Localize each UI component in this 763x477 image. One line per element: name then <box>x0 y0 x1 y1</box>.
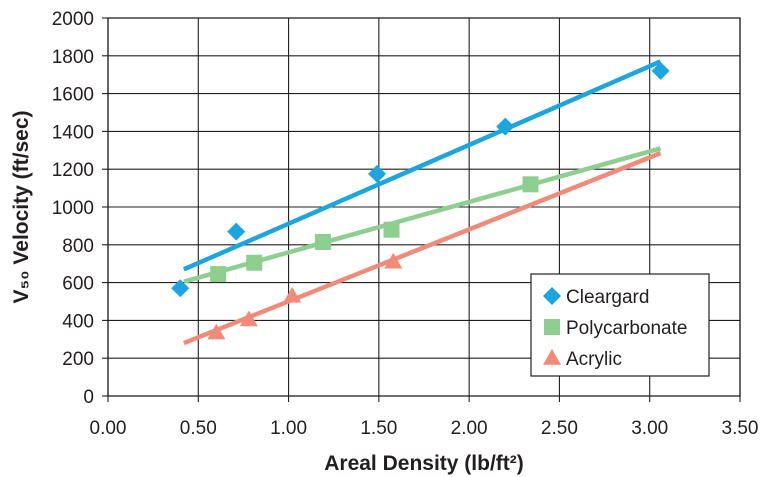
polycarbonate-point <box>246 254 263 271</box>
x-tick-labels: 0.00 0.50 1.00 1.50 2.00 2.50 3.00 3.50 <box>90 418 759 439</box>
y-axis-title: V₅₀ Velocity (ft/sec) <box>10 111 33 304</box>
y-tick-label: 800 <box>62 236 94 257</box>
cleargard-point <box>368 164 387 183</box>
x-tick-label: 1.00 <box>270 418 307 439</box>
y-tick-label: 600 <box>62 274 94 295</box>
y-tick-label: 1800 <box>52 47 94 68</box>
x-axis-title: Areal Density (lb/ft²) <box>324 452 524 475</box>
legend: Cleargard Polycarbonate Acrylic <box>530 273 710 377</box>
y-tick-label: 1000 <box>52 198 94 219</box>
acrylic-trendline <box>183 151 662 346</box>
x-tick-label: 2.00 <box>451 418 488 439</box>
x-axis-title-text: Areal Density (lb/ft²) <box>324 452 524 475</box>
polycarbonate-point <box>522 176 539 193</box>
plot-area <box>107 17 741 397</box>
polycarbonate-point <box>210 266 227 283</box>
legend-marker-polycarbonate <box>544 319 560 335</box>
y-tick-label: 0 <box>83 387 94 408</box>
y-tick-label: 1200 <box>52 160 94 181</box>
y-tick-label: 400 <box>62 311 94 332</box>
x-tick-label: 3.00 <box>631 418 668 439</box>
legend-label-cleargard: Cleargard <box>566 287 649 308</box>
x-tick-label: 3.50 <box>722 418 759 439</box>
acrylic-point <box>384 252 403 269</box>
acrylic-point <box>283 286 302 303</box>
data-markers <box>171 61 670 340</box>
y-tick-label: 1400 <box>52 122 94 143</box>
legend-marker-cleargard <box>543 287 561 305</box>
y-tick-label: 2000 <box>52 9 94 30</box>
y-tick-labels: 0 200 400 600 800 1000 1200 1400 1600 1800 2000 <box>52 9 94 408</box>
polycarbonate-point <box>383 221 400 238</box>
cleargard-trendline <box>182 59 662 272</box>
trendlines <box>182 59 662 346</box>
polycarbonate-trendline <box>183 146 662 284</box>
legend-marker-acrylic <box>543 349 561 365</box>
legend-label-polycarbonate: Polycarbonate <box>566 318 687 339</box>
x-tick-label: 2.50 <box>541 418 578 439</box>
x-tick-label: 0.00 <box>90 418 127 439</box>
cleargard-point <box>496 117 515 136</box>
cleargard-point <box>227 222 246 241</box>
y-tick-label: 200 <box>62 349 94 370</box>
y-tick-label: 1600 <box>52 85 94 106</box>
cleargard-point <box>651 61 670 80</box>
acrylic-point <box>207 323 226 340</box>
y-axis-title-text: V₅₀ Velocity (ft/sec) <box>10 111 33 304</box>
legend-label-acrylic: Acrylic <box>566 349 622 370</box>
x-tick-label: 1.50 <box>360 418 397 439</box>
x-tick-label: 0.50 <box>180 418 217 439</box>
acrylic-point <box>239 310 258 327</box>
cleargard-point <box>171 279 190 298</box>
polycarbonate-point <box>314 233 331 250</box>
legend-box <box>530 273 710 377</box>
